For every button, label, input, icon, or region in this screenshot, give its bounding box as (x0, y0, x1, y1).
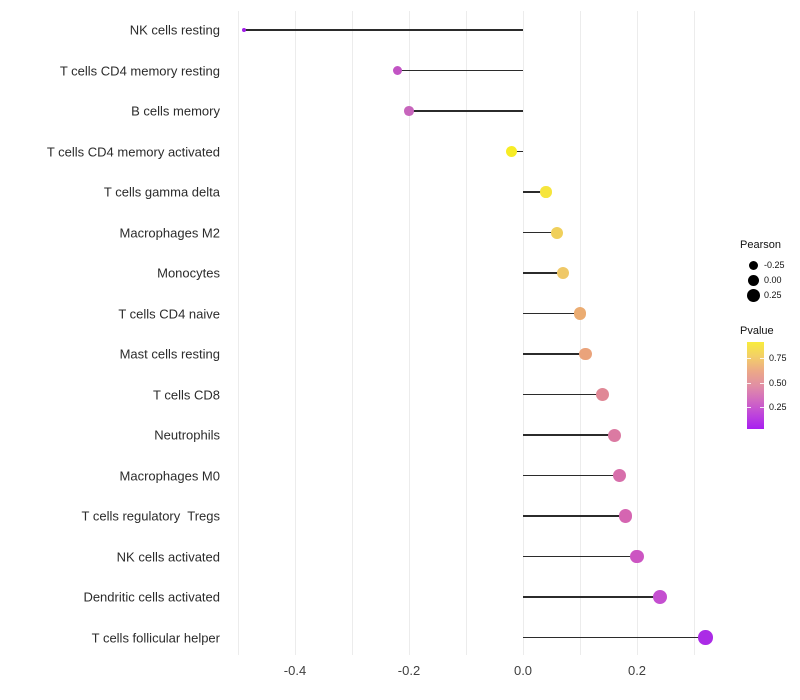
y-axis-label: T cells CD8 (153, 387, 220, 402)
gridline-x--0.2 (408, 11, 410, 655)
colorbar-tick (747, 407, 751, 409)
data-point (404, 106, 414, 116)
lollipop-stem (511, 150, 523, 153)
gridline-x--0.5 (237, 11, 239, 655)
pearson-legend-label: -0.25 (764, 260, 785, 270)
pearson-legend-dot (747, 274, 759, 286)
lollipop-stem (523, 231, 558, 234)
pvalue-legend-label: 0.50 (769, 377, 787, 388)
pvalue-legend-label: 0.25 (769, 402, 787, 413)
y-axis-label: T cells regulatory Tregs (81, 508, 220, 524)
y-axis-label: T cells CD4 naive (118, 306, 220, 321)
gridline-x-0.3 (693, 11, 695, 655)
lollipop-stem (523, 596, 660, 598)
pearson-legend-label: 0.00 (764, 275, 782, 285)
data-point (505, 145, 518, 158)
colorbar-tick (760, 357, 764, 359)
lollipop-stem (409, 110, 523, 112)
data-point (596, 388, 610, 401)
gridline-x--0.4 (294, 11, 296, 655)
data-point (698, 630, 713, 645)
colorbar-tick (747, 357, 751, 359)
y-axis-label: NK cells resting (129, 22, 220, 38)
lollipop-stem (523, 393, 603, 396)
lollipop-stem (243, 29, 523, 31)
data-point (556, 267, 569, 279)
y-axis-label: Macrophages M2 (119, 225, 220, 240)
pvalue-legend-title: Pvalue (740, 325, 774, 337)
gridline-x--0.1 (465, 11, 467, 655)
pvalue-legend-label: 0.75 (769, 352, 787, 363)
data-point (540, 186, 552, 198)
data-point (618, 509, 633, 523)
pearson-legend-dot (746, 288, 760, 302)
colorbar-tick (760, 382, 764, 384)
gridline-x-0.1 (579, 11, 581, 655)
data-point (573, 307, 587, 320)
lollipop-stem (523, 191, 546, 193)
pearson-legend-dot (748, 260, 758, 270)
pearson-legend-title: Pearson (740, 239, 781, 251)
x-axis-tick-label: 0.0 (513, 663, 533, 678)
colorbar-tick (760, 407, 764, 409)
x-axis-tick-label: -0.4 (283, 663, 307, 678)
y-axis-label: B cells memory (131, 103, 220, 119)
lollipop-stem (523, 312, 580, 315)
x-axis-tick-label: -0.2 (397, 663, 421, 678)
lollipop-stem (523, 434, 615, 436)
y-axis-label: T cells gamma delta (103, 184, 220, 200)
lollipop-stem (523, 474, 620, 477)
pvalue-colorbar (747, 342, 764, 429)
lollipop-stem (523, 555, 637, 558)
data-point (630, 549, 644, 564)
data-point (652, 590, 667, 604)
y-axis-label: T cells follicular helper (91, 630, 220, 645)
data-point (607, 428, 621, 442)
y-axis-label: Monocytes (157, 265, 220, 281)
gridline-x-0.2 (636, 11, 638, 655)
y-axis-label: T cells CD4 memory resting (59, 63, 220, 78)
y-axis-label: Mast cells resting (119, 346, 220, 362)
y-axis-label: Neutrophils (154, 427, 220, 443)
gridline-x-0 (522, 11, 524, 655)
lollipop-stem (523, 353, 586, 355)
y-axis-label: Macrophages M0 (119, 468, 220, 483)
y-axis-label: Dendritic cells activated (83, 589, 220, 605)
lollipop-stem (523, 515, 626, 517)
gridline-x--0.3 (351, 11, 353, 655)
lollipop-stem (523, 272, 563, 274)
lollipop-stem (523, 636, 706, 639)
data-point (613, 469, 627, 482)
data-point (579, 347, 592, 361)
data-point (393, 66, 403, 75)
x-axis-tick-label: 0.2 (627, 663, 647, 678)
lollipop-stem (397, 69, 523, 72)
pearson-legend-label: 0.25 (764, 290, 782, 300)
data-point (241, 28, 246, 32)
y-axis-label: T cells CD4 memory activated (46, 144, 220, 159)
y-axis-label: NK cells activated (116, 549, 220, 564)
colorbar-tick (747, 382, 751, 384)
data-point (551, 226, 564, 239)
